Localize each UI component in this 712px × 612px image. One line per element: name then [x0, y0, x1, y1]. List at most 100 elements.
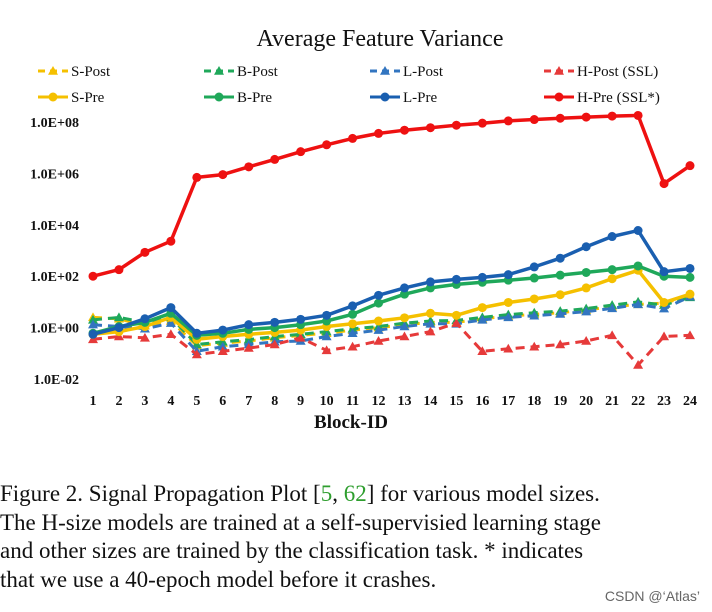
- x-tick-label: 4: [167, 394, 174, 409]
- legend-entry: B-Pre: [204, 90, 272, 106]
- data-point: [607, 265, 617, 275]
- data-point: [373, 336, 384, 345]
- data-point: [503, 270, 513, 280]
- x-tick-label: 24: [683, 394, 697, 409]
- series-l-pre: [88, 226, 695, 339]
- data-point: [380, 92, 390, 102]
- data-point: [685, 272, 695, 282]
- watermark: CSDN @‘Atlas’: [604, 588, 700, 604]
- data-point: [348, 309, 358, 319]
- x-tick-label: 10: [320, 394, 334, 409]
- x-tick-label: 9: [297, 394, 304, 409]
- data-point: [217, 346, 228, 356]
- data-point: [607, 111, 617, 121]
- data-point: [581, 112, 591, 122]
- series-line: [92, 295, 691, 353]
- legend-entry: H-Post (SSL): [544, 64, 658, 80]
- data-point: [192, 172, 202, 182]
- data-point: [555, 253, 565, 263]
- data-point: [477, 346, 488, 356]
- data-point: [166, 236, 176, 246]
- citation-link[interactable]: 62: [343, 481, 367, 506]
- data-point: [451, 318, 462, 327]
- x-tick-label: 19: [553, 394, 567, 409]
- chart-title: Average Feature Variance: [257, 26, 504, 52]
- data-point: [399, 321, 410, 331]
- data-point: [217, 336, 228, 346]
- data-point: [425, 123, 435, 133]
- data-point: [503, 297, 513, 307]
- data-point: [191, 339, 202, 349]
- data-point: [581, 306, 592, 316]
- data-point: [214, 92, 224, 102]
- y-axis: 1.0E-02 1.0E+00 1.0E+02 1.0E+04 1.0E+06 1.0E+…: [30, 116, 79, 388]
- citation-link[interactable]: 5: [320, 481, 333, 506]
- data-point: [633, 226, 643, 236]
- legend-label: S-Post: [71, 64, 111, 80]
- data-point: [607, 303, 618, 313]
- x-tick-label: 2: [115, 394, 122, 409]
- data-point: [633, 110, 643, 120]
- data-point: [477, 272, 487, 282]
- data-point: [295, 332, 306, 342]
- x-tick-label: 20: [579, 394, 593, 409]
- x-tick-label: 15: [449, 394, 463, 409]
- data-point: [322, 140, 332, 150]
- data-point: [140, 314, 150, 324]
- caption-line: and other sizes are trained by the class…: [0, 538, 584, 563]
- caption-line: The H-size models are trained at a self-…: [0, 509, 601, 535]
- x-tick-label: 8: [271, 394, 278, 409]
- data-point: [581, 242, 591, 252]
- data-point: [269, 339, 280, 349]
- x-tick-label: 22: [631, 394, 645, 409]
- legend-label: B-Post: [237, 64, 279, 80]
- data-point: [348, 301, 358, 311]
- data-point: [503, 312, 514, 322]
- data-point: [114, 265, 124, 275]
- data-point: [48, 92, 58, 102]
- data-point: [218, 325, 228, 335]
- data-point: [555, 113, 565, 123]
- x-tick-label: 21: [605, 394, 619, 409]
- data-point: [48, 66, 58, 75]
- x-tick-label: 17: [501, 394, 515, 409]
- legend-entry: L-Pre: [370, 90, 437, 106]
- data-point: [217, 341, 228, 351]
- data-point: [244, 162, 254, 172]
- data-point: [659, 303, 670, 313]
- data-point: [555, 290, 565, 300]
- data-point: [555, 339, 566, 349]
- caption-line: Figure 2. Signal Propagation Plot [5, 62…: [0, 480, 712, 509]
- data-point: [477, 118, 487, 128]
- data-point: [244, 320, 254, 330]
- data-point: [399, 283, 409, 293]
- data-point: [685, 161, 695, 171]
- data-point: [633, 299, 644, 309]
- data-point: [451, 310, 461, 320]
- data-point: [425, 318, 436, 328]
- x-tick-label: 18: [527, 394, 541, 409]
- data-point: [296, 147, 306, 157]
- data-point: [139, 332, 150, 342]
- data-point: [529, 115, 539, 125]
- data-point: [554, 66, 564, 75]
- x-tick-label: 7: [245, 394, 252, 409]
- data-point: [374, 128, 384, 138]
- x-tick-label: 11: [346, 394, 359, 409]
- data-point: [425, 277, 435, 287]
- data-point: [529, 341, 540, 351]
- data-point: [607, 232, 617, 242]
- legend-entry: H-Pre (SSL*): [544, 90, 660, 106]
- data-point: [243, 334, 254, 344]
- data-point: [607, 274, 617, 284]
- y-tick-label: 1.0E+08: [30, 116, 79, 131]
- data-point: [451, 120, 461, 130]
- caption-text: ] for various model sizes.: [366, 481, 600, 506]
- legend-label: H-Post (SSL): [577, 64, 658, 80]
- data-point: [165, 318, 176, 327]
- data-point: [425, 326, 436, 336]
- data-point: [503, 116, 513, 126]
- data-point: [399, 331, 410, 341]
- data-point: [399, 313, 409, 323]
- data-point: [685, 289, 695, 299]
